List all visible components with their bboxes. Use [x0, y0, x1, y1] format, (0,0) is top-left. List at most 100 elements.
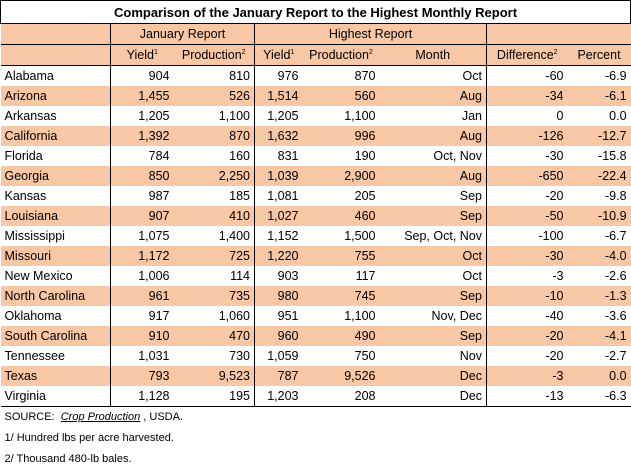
cell-jan-yield: 907 — [148, 208, 170, 223]
cell-state: Alabama — [0, 65, 111, 86]
footer-source: SOURCE: Crop Production , USDA. — [0, 406, 631, 428]
cell-state: Kansas — [0, 186, 111, 206]
cell-hi-yield: 1,220 — [267, 248, 299, 263]
cell-jan-production: 526 — [173, 86, 255, 106]
cell-state: Texas — [0, 366, 111, 386]
table-row: Alabama 904 810 976 870 Oct -60 -6.9 — [0, 65, 631, 86]
table-row: Kansas 987 185 1,081 205 Sep -20 -9.8 — [0, 186, 631, 206]
cell-percent: -3.6 — [604, 308, 627, 323]
cell-difference: -30 — [545, 248, 564, 263]
cell-jan-production: 870 — [173, 126, 255, 146]
cell-hi-yield: 1,081 — [267, 188, 299, 203]
cell-difference: -30 — [545, 148, 564, 163]
cell-jan-production: 810 — [173, 65, 255, 86]
cell-hi-production: 205 — [354, 188, 376, 203]
cell-jan-production: 1,060 — [173, 306, 255, 326]
cell-month: Dec — [379, 366, 487, 386]
cell-difference: -40 — [545, 308, 564, 323]
cell-hi-production: 2,900 — [344, 168, 376, 183]
cell-jan-yield: 1,031 — [138, 348, 170, 363]
cell-difference: -3 — [552, 368, 564, 383]
cell-jan-yield: 1,205 — [138, 108, 170, 123]
col-header-difference: Difference2 — [486, 44, 568, 66]
cell-percent: -6.7 — [604, 228, 627, 243]
cell-state: South Carolina — [0, 326, 111, 346]
cell-jan-yield: 904 — [148, 68, 170, 83]
cell-jan-production: 185 — [173, 186, 255, 206]
cell-jan-yield: 987 — [148, 188, 170, 203]
group-header-highest: Highest Report — [254, 23, 487, 45]
cell-hi-production: 9,526 — [344, 368, 376, 383]
cell-difference: -20 — [545, 188, 564, 203]
cell-jan-yield: 850 — [148, 168, 170, 183]
cell-jan-yield: 961 — [148, 288, 170, 303]
col-header-hi-production: Production2 — [302, 44, 380, 66]
table-row: Florida 784 160 831 190 Oct, Nov -30 -15.8 — [0, 146, 631, 166]
cell-difference: -34 — [545, 88, 564, 103]
cell-hi-yield: 951 — [277, 308, 299, 323]
cell-percent: -6.3 — [567, 386, 631, 407]
cell-state: Florida — [0, 146, 111, 166]
cell-percent: -22.4 — [598, 168, 627, 183]
footer-note-2: 2/ Thousand 480-lb bales. — [0, 449, 631, 470]
cell-percent: -12.7 — [598, 128, 627, 143]
cell-jan-yield: 1,455 — [138, 88, 170, 103]
cell-hi-production: 1,100 — [344, 108, 376, 123]
header-state-blank — [0, 44, 111, 66]
table-row: Mississippi 1,075 1,400 1,152 1,500 Sep, Oct,… — [0, 226, 631, 246]
cell-hi-yield: 1,205 — [267, 108, 299, 123]
cell-state: New Mexico — [0, 266, 111, 286]
cell-jan-yield: 1,128 — [110, 386, 174, 407]
cell-hi-production: 1,500 — [344, 228, 376, 243]
cell-hi-production: 117 — [355, 268, 376, 283]
cell-hi-yield: 1,632 — [267, 128, 299, 143]
cell-jan-yield: 1,172 — [138, 248, 170, 263]
cell-jan-yield: 793 — [148, 368, 170, 383]
cell-difference: -13 — [486, 386, 568, 407]
table-row: Missouri 1,172 725 1,220 755 Oct -30 -4.0 — [0, 246, 631, 266]
table-row: North Carolina 961 735 980 745 Sep -10 -1.3 — [0, 286, 631, 306]
cell-state: Arizona — [0, 86, 111, 106]
col-header-hi-yield: Yield1 — [254, 44, 303, 66]
table-row: Arizona 1,455 526 1,514 560 Aug -34 -6.1 — [0, 86, 631, 106]
source-link[interactable]: Crop Production — [60, 411, 141, 423]
cell-month: Aug — [379, 86, 487, 106]
header-blank — [0, 23, 111, 45]
cell-month: Sep — [379, 326, 487, 346]
cell-percent: 0.0 — [609, 368, 627, 383]
cell-hi-production: 490 — [354, 328, 376, 343]
cell-percent: -6.9 — [604, 68, 627, 83]
cell-month: Nov — [379, 346, 487, 366]
cell-jan-yield: 1,392 — [138, 128, 170, 143]
cell-percent: 0.0 — [609, 108, 627, 123]
cell-hi-yield: 903 — [277, 268, 299, 283]
cell-jan-yield: 910 — [148, 328, 170, 343]
cell-difference: -50 — [545, 208, 564, 223]
cell-jan-production: 195 — [173, 386, 255, 407]
cell-difference: 0 — [556, 108, 564, 123]
cell-difference: -126 — [538, 128, 564, 143]
cell-jan-production: 2,250 — [173, 166, 255, 186]
cell-state: Louisiana — [0, 206, 111, 226]
cell-jan-production: 1,100 — [173, 106, 255, 126]
cell-state: Tennessee — [0, 346, 111, 366]
table-row: Virginia 1,128 195 1,203 208 Dec -13 -6.3 — [0, 386, 631, 407]
cell-hi-production: 750 — [354, 348, 376, 363]
cell-jan-yield: 1,006 — [138, 268, 170, 283]
cell-difference: -20 — [545, 328, 564, 343]
col-header-jan-production: Production2 — [173, 44, 255, 66]
cell-hi-yield: 960 — [277, 328, 299, 343]
cell-jan-yield: 784 — [148, 148, 170, 163]
table-row: South Carolina 910 470 960 490 Sep -20 -4.1 — [0, 326, 631, 346]
cell-percent: -1.3 — [604, 288, 627, 303]
cell-percent: -15.8 — [598, 148, 627, 163]
cell-state: Missouri — [0, 246, 111, 266]
cell-jan-yield: 917 — [148, 308, 170, 323]
table-row: Arkansas 1,205 1,100 1,205 1,100 Jan 0 0.0 — [0, 106, 631, 126]
cell-state: Arkansas — [0, 106, 111, 126]
cell-jan-production: 114 — [173, 266, 255, 286]
cell-month: Sep — [379, 186, 487, 206]
cell-month: Nov, Dec — [379, 306, 487, 326]
cell-month: Sep — [379, 286, 487, 306]
cell-jan-yield: 1,075 — [138, 228, 170, 243]
